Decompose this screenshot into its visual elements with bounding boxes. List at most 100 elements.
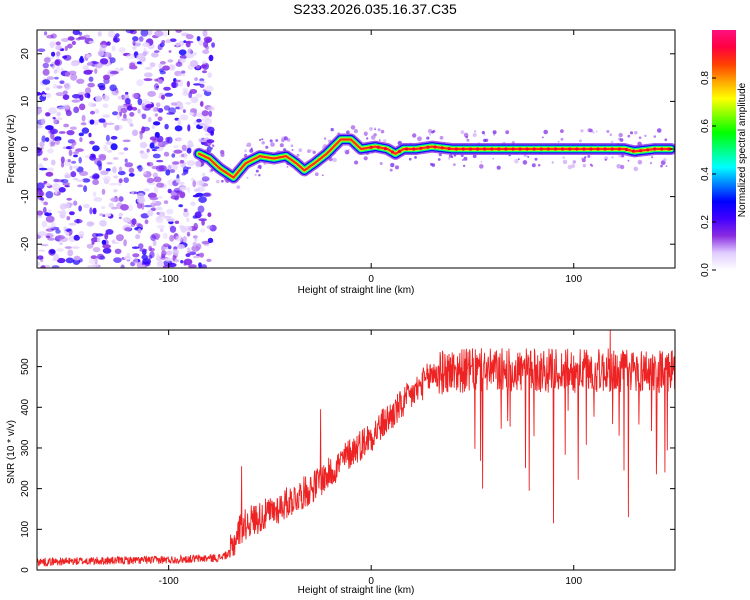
ridge-peak-dot (582, 147, 586, 151)
noise-blob (56, 65, 61, 73)
noise-blob (79, 171, 89, 176)
noise-blob (201, 176, 210, 182)
spec-y-tick-label: 20 (20, 48, 31, 60)
noise-blob (199, 252, 204, 258)
ridge-peak-dot (561, 147, 565, 151)
ridge-halo-dot (307, 149, 311, 154)
noise-blob (110, 197, 120, 203)
noise-blob (174, 220, 180, 224)
noise-blob (120, 107, 128, 114)
spectrogram-ridge (193, 133, 675, 184)
noise-blob (200, 101, 204, 107)
ridge-peak-dot (575, 147, 579, 151)
noise-blob (47, 209, 52, 214)
ridge-halo-dot (363, 131, 368, 136)
noise-blob (153, 186, 159, 194)
colorbar-tick-label: 0.4 (700, 167, 711, 181)
noise-blob (135, 234, 141, 240)
noise-blob (158, 79, 163, 84)
noise-blob (148, 245, 153, 252)
noise-blob (179, 104, 184, 111)
noise-blob (62, 94, 70, 100)
noise-blob (37, 91, 41, 96)
ridge-halo-dot (651, 156, 654, 159)
noise-blob (65, 257, 74, 264)
ridge-halo-dot (321, 174, 324, 177)
noise-blob (205, 38, 211, 44)
ridge-halo-dot (390, 162, 395, 168)
noise-blob (68, 70, 77, 76)
snr-x-tick-label: -100 (159, 576, 179, 587)
ridge-halo-dot (311, 149, 313, 152)
noise-blob (178, 49, 187, 56)
noise-blob (37, 107, 43, 114)
noise-blob (85, 54, 91, 59)
noise-blob (73, 154, 78, 158)
noise-blob (148, 254, 153, 260)
noise-blob (55, 41, 61, 46)
ridge-halo-dot (286, 166, 289, 168)
ridge-halo-dot (531, 163, 536, 168)
noise-blob (95, 95, 102, 103)
noise-blob (52, 138, 59, 142)
colorbar-gradient (712, 30, 736, 270)
noise-blob (158, 196, 163, 199)
noise-blob (65, 110, 72, 117)
noise-blob (67, 43, 73, 49)
noise-blob (52, 116, 56, 120)
noise-blob (88, 132, 92, 138)
noise-blob (105, 134, 110, 142)
noise-blob (76, 78, 85, 85)
noise-blob (85, 40, 89, 44)
ridge-halo-dot (414, 156, 417, 159)
noise-blob (46, 76, 55, 80)
noise-blob (119, 166, 123, 172)
noise-blob (65, 232, 70, 236)
noise-blob (115, 33, 120, 38)
noise-blob (105, 141, 114, 145)
noise-blob (108, 202, 114, 208)
ridge-halo-dot (353, 129, 358, 134)
noise-blob (186, 160, 196, 166)
noise-blob (201, 60, 207, 66)
noise-blob (83, 34, 91, 38)
noise-blob (201, 64, 207, 68)
noise-blob (141, 264, 146, 268)
ridge-halo-dot (270, 142, 275, 147)
ridge-halo-dot (412, 133, 417, 138)
noise-blob (161, 250, 167, 257)
noise-blob (55, 229, 61, 234)
noise-blob (136, 54, 145, 61)
noise-blob (45, 87, 50, 91)
noise-blob (186, 247, 191, 251)
noise-blob (147, 162, 154, 167)
ridge-halo-dot (660, 164, 663, 168)
ridge-halo-dot (619, 138, 624, 142)
noise-blob (48, 107, 58, 114)
noise-blob (54, 76, 59, 80)
noise-blob (123, 177, 129, 184)
noise-blob (183, 208, 188, 212)
ridge-halo-dot (296, 153, 300, 157)
noise-blob (105, 229, 114, 235)
ridge-halo-dot (537, 163, 541, 167)
snr-axes: -100 0 100 0 100 200 300 400 500 (20, 330, 675, 587)
noise-blob (70, 171, 77, 178)
noise-blob (89, 155, 97, 161)
ridge-halo-dot (595, 130, 598, 133)
ridge-halo-dot (543, 129, 548, 135)
ridge-halo-dot (460, 130, 465, 135)
noise-blob (42, 157, 49, 161)
noise-blob (144, 204, 153, 208)
noise-blob (45, 92, 52, 99)
noise-blob (157, 206, 163, 211)
noise-blob (40, 197, 45, 201)
noise-blob (198, 196, 207, 204)
ridge-halo-dot (653, 135, 657, 138)
noise-blob (201, 172, 206, 177)
ridge-halo-dot (462, 159, 464, 161)
noise-blob (151, 200, 157, 204)
noise-blob (106, 162, 113, 165)
noise-blob (129, 112, 135, 117)
noise-blob (73, 234, 81, 241)
